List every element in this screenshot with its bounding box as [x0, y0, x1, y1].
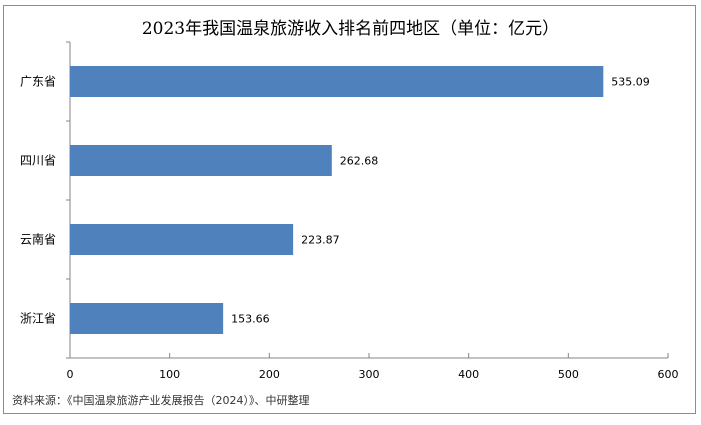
category-label: 四川省 — [20, 154, 56, 168]
bar — [70, 145, 332, 176]
category-label: 浙江省 — [20, 312, 56, 326]
x-tick-label: 400 — [458, 368, 479, 381]
x-tick-label: 100 — [159, 368, 180, 381]
x-tick-label: 600 — [658, 368, 679, 381]
data-label: 262.68 — [340, 155, 379, 168]
category-label: 云南省 — [20, 232, 56, 247]
data-label: 223.87 — [301, 234, 340, 247]
source-note: 资料来源：《中国温泉旅游产业发展报告（2024）》、中研整理 — [12, 394, 310, 407]
x-tick-label: 200 — [259, 368, 280, 381]
chart-title: 2023年我国温泉旅游收入排名前四地区（单位：亿元） — [141, 19, 560, 39]
chart-frame — [3, 5, 696, 414]
bar — [70, 303, 224, 334]
category-label: 广东省 — [20, 75, 56, 89]
data-label: 535.09 — [611, 76, 650, 89]
x-tick-label: 500 — [558, 368, 579, 381]
data-label: 153.66 — [231, 313, 270, 326]
bar — [70, 224, 294, 255]
x-tick-label: 300 — [359, 368, 380, 381]
x-tick-label: 0 — [67, 368, 74, 381]
bar — [70, 66, 604, 97]
